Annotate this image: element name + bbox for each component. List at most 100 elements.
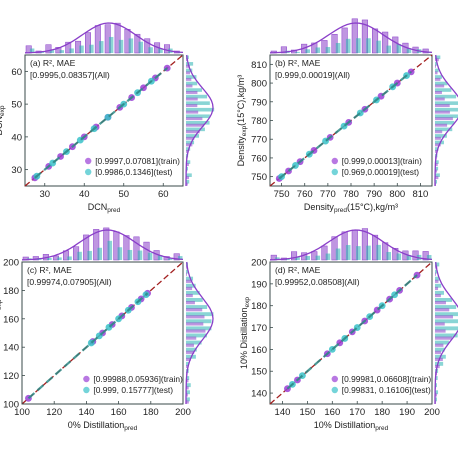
- right-hist-bar-train: [435, 393, 437, 397]
- top-hist-bar-train: [321, 245, 328, 261]
- panel-summary: [0.99974,0.07905](All): [27, 277, 112, 287]
- legend: [0.99988,0.05936](train)[0.999, 0.15777]…: [83, 374, 183, 395]
- right-hist-bar-train: [435, 315, 453, 319]
- right-hist-bar-test: [186, 290, 200, 295]
- right-hist-bar-test: [435, 333, 458, 338]
- ticks: 140 150 160 170 180 190 200 140 150 160 170 180 190 2…: [251, 258, 440, 419]
- x-tick-label: 180: [374, 407, 390, 418]
- right-hist-bar-train: [186, 293, 193, 298]
- top-hist-bar-test: [127, 249, 133, 260]
- right-hist-bar-train: [186, 110, 199, 114]
- legend-marker-test: [85, 168, 92, 176]
- fit-line: [34, 67, 168, 179]
- right-hist-bar-test: [186, 361, 189, 366]
- right-hist-bar-train: [435, 343, 444, 347]
- right-hist-bar-train: [186, 117, 203, 121]
- right-hist-bar-train: [186, 91, 198, 94]
- right-hist-bar-test: [435, 179, 437, 184]
- right-hist-bar-train: [186, 71, 191, 75]
- right-hist-bar-test: [186, 326, 212, 331]
- top-hist-bar-test: [138, 41, 144, 53]
- fit-line: [27, 292, 149, 400]
- top-hist-bar-train: [321, 40, 328, 54]
- y-axis-label-subscript: exp: [0, 105, 6, 116]
- right-hist-bar-test: [186, 347, 197, 352]
- right-hist-bar-train: [435, 286, 439, 291]
- x-axis-label-main: Density: [304, 202, 335, 212]
- right-hist-bar-test: [186, 319, 212, 324]
- top-hist-bar-train: [114, 22, 121, 54]
- top-hist-bar-train: [361, 228, 368, 261]
- legend-label-train: [0.999,0.00013](train): [342, 156, 422, 166]
- right-hist-bar-train: [186, 136, 195, 140]
- right-hist-bar-train: [435, 104, 450, 108]
- x-tick-label: 750: [274, 189, 290, 200]
- top-hist-bar-test: [426, 254, 432, 260]
- x-tick-label: 180: [143, 407, 159, 418]
- top-hist-bar-test: [315, 47, 321, 53]
- y-tick-label: 120: [3, 371, 19, 382]
- right-hist-bar-train: [186, 286, 193, 291]
- x-tick-label: 120: [46, 407, 62, 418]
- x-tick-label: 100: [14, 407, 30, 418]
- top-hist-bar-train: [83, 234, 90, 261]
- top-hist-bar-test: [295, 257, 300, 260]
- right-hist-bar-test: [435, 94, 457, 99]
- right-hist-bar-train: [435, 143, 441, 147]
- right-hist-bar-test: [186, 94, 208, 99]
- x-axis-label-main: 0% Distillation: [68, 420, 125, 430]
- y-tick-label: 750: [251, 172, 267, 183]
- right-hist-bar-train: [186, 308, 203, 312]
- y-tick-label: 770: [251, 135, 267, 146]
- right-hist-bar-train: [186, 329, 206, 333]
- y-axis-label-subscript: exp: [244, 297, 251, 308]
- right-marginal-histogram: [434, 54, 458, 186]
- top-hist-bar-test: [117, 247, 123, 260]
- top-hist-bar-train: [93, 229, 100, 261]
- x-tick-label: 760: [297, 189, 313, 200]
- y-tick-label: 200: [3, 258, 19, 269]
- right-hist-bar-train: [435, 322, 445, 326]
- legend-label-train: [0.9997,0.07081](train): [95, 156, 180, 166]
- legend-label-test: [0.99831, 0.16106](test): [342, 385, 431, 395]
- x-tick-label: 40: [79, 189, 90, 200]
- x-tick-label: 790: [366, 189, 382, 200]
- x-tick-label: 160: [324, 407, 340, 418]
- x-tick-label: 190: [399, 407, 415, 418]
- top-hist-bar-test: [47, 257, 52, 260]
- panel-c: 100 120 140 160 180 200 100 120 140 160 180 200 0% D…: [0, 227, 214, 432]
- y-axis-label-main: Density: [236, 136, 246, 167]
- top-hist-bar-test: [376, 244, 381, 260]
- right-hist-bar-train: [186, 343, 194, 347]
- y-tick-label: 200: [251, 258, 267, 269]
- right-hist-bar-test: [186, 340, 202, 345]
- right-hist-bar-test: [435, 114, 458, 119]
- x-axis-label-main: 10% Distillation: [314, 420, 376, 430]
- right-hist-bar-test: [186, 81, 198, 86]
- right-hist-bar-train: [435, 97, 445, 101]
- top-hist-bar-test: [345, 38, 351, 53]
- right-hist-bar-train: [435, 329, 446, 333]
- top-hist-bar-test: [335, 248, 341, 260]
- top-hist-bar-train: [45, 44, 52, 54]
- right-hist-bar-train: [186, 315, 205, 319]
- right-hist-bar-test: [435, 262, 440, 267]
- right-hist-bar-test: [186, 134, 200, 138]
- right-hist-bar-test: [186, 75, 197, 79]
- right-hist-bar-test: [435, 101, 458, 105]
- right-hist-bar-train: [186, 97, 198, 101]
- right-hist-bar-test: [435, 121, 455, 125]
- right-marginal-histogram: [185, 261, 214, 404]
- right-hist-bar-test: [435, 140, 444, 145]
- right-hist-bar-train: [186, 64, 190, 68]
- x-axis-label-tail: (15°C),kg/m³: [347, 202, 398, 212]
- x-tick-label: 30: [39, 189, 50, 200]
- right-hist-bar-test: [435, 107, 458, 112]
- ticks: 750 760 770 780 790 800 810 750 760 770 780 790 800 8…: [251, 60, 428, 200]
- top-hist-bar-test: [148, 47, 153, 53]
- top-hist-bar-test: [396, 44, 402, 53]
- legend: [0.9997,0.07081](train)[0.9986,0.1346](t…: [85, 156, 180, 177]
- right-hist-bar-train: [186, 364, 188, 369]
- right-hist-bar-test: [435, 127, 453, 132]
